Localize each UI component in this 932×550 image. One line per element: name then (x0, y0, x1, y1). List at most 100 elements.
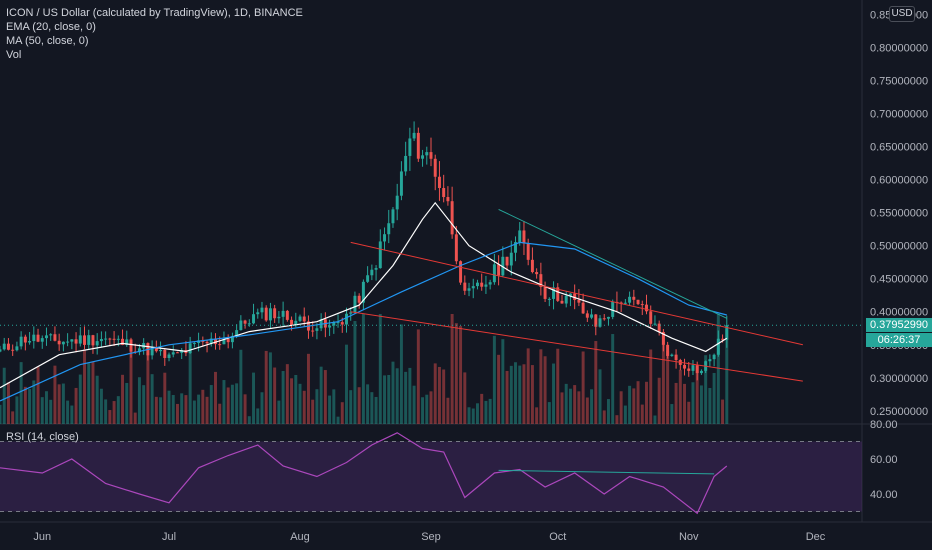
candle-body (636, 299, 640, 305)
candle-body (429, 152, 433, 159)
candle-body (49, 334, 53, 336)
volume-bar (649, 349, 653, 424)
volume-bar (302, 390, 306, 424)
candle-body (74, 339, 78, 344)
volume-bar (480, 393, 484, 424)
candle-body (606, 316, 610, 319)
candles (0, 121, 729, 381)
ema-legend: EMA (20, close, 0) (6, 21, 96, 33)
candle-body (416, 132, 420, 159)
volume-bar (632, 388, 636, 424)
volume-bar (408, 367, 412, 424)
candle-body (260, 307, 264, 313)
candle-body (366, 275, 370, 282)
volume-bar (387, 374, 391, 424)
volume-bar (11, 411, 15, 424)
volume-bar (264, 350, 268, 424)
candle-body (357, 295, 361, 303)
volume-bar (2, 367, 6, 424)
time-tick-label: Oct (549, 531, 566, 543)
candle-body (222, 339, 226, 345)
volume-bar (268, 352, 272, 424)
candle-body (577, 299, 581, 303)
volume-bar (416, 329, 420, 424)
candle-body (11, 349, 15, 351)
volume-bar (277, 400, 281, 424)
price-tick-label: 0.65000000 (870, 142, 928, 154)
volume-bar (345, 344, 348, 424)
candle-body (666, 344, 670, 356)
volume-bar (311, 399, 315, 424)
volume-bar (628, 385, 632, 424)
candle-body (535, 272, 539, 275)
volume-bar (197, 394, 201, 424)
candle-body (70, 339, 74, 342)
volume-bar (298, 383, 302, 424)
candle-body (374, 268, 378, 270)
volume-bar (340, 402, 344, 424)
candle-body (256, 312, 260, 315)
volume-bar (133, 412, 137, 424)
candle-body (40, 338, 44, 342)
volume-bar (370, 392, 374, 424)
volume-bar (721, 399, 725, 424)
candle-body (437, 176, 441, 189)
volume-legend: Vol (6, 49, 22, 61)
volume-bar (252, 372, 256, 424)
volume-bar (530, 365, 534, 424)
volume-bar (366, 384, 370, 424)
candle-body (598, 318, 602, 327)
candle-body (129, 339, 133, 352)
volume-bar (15, 396, 19, 424)
volume-bar (353, 321, 357, 424)
volume-bar (201, 389, 205, 424)
candle-body (721, 338, 725, 340)
volume-bar (391, 361, 395, 424)
volume-bar (433, 363, 437, 424)
candle-body (590, 314, 594, 318)
volume-bar (615, 415, 619, 424)
rsi-divergence-line (498, 469, 715, 475)
volume-bar (49, 399, 53, 424)
time-tick-label: Jun (33, 531, 51, 543)
volume-bar (547, 402, 551, 424)
candle-body (670, 354, 674, 356)
candle-body (539, 274, 543, 287)
candle-body (505, 256, 509, 266)
volume-bar (492, 335, 496, 424)
candle-body (311, 330, 315, 332)
volume-bar (226, 387, 230, 424)
candle-body (336, 322, 340, 324)
candle-body (450, 201, 454, 235)
candle-body (87, 335, 91, 345)
volume-bar (505, 370, 509, 424)
volume-bar (395, 368, 399, 424)
candle-body (28, 341, 32, 343)
candle-body (691, 365, 695, 371)
volume-bar (209, 385, 213, 424)
volume-bar (577, 391, 581, 424)
currency-badge[interactable]: USD (889, 6, 915, 22)
candle-body (712, 354, 716, 360)
volume-bar (454, 323, 458, 424)
volume-bar (606, 399, 610, 424)
candle-body (640, 304, 644, 306)
volume-bar (585, 397, 589, 424)
candle-body (602, 318, 606, 320)
candle-body (467, 288, 471, 291)
candle-body (463, 282, 467, 291)
volume-bar (205, 396, 209, 424)
candle-body (353, 295, 357, 313)
volume-bar (674, 382, 678, 424)
volume-bar (670, 404, 674, 424)
volume-bar (188, 351, 192, 424)
volume-bar (712, 372, 716, 424)
volume-bar (535, 407, 539, 424)
volume-bar (23, 386, 27, 424)
time-tick-label: Nov (679, 531, 699, 543)
volume-bar (70, 405, 74, 424)
volume-bar (137, 377, 141, 424)
candle-body (585, 313, 589, 318)
candle-body (497, 264, 501, 276)
